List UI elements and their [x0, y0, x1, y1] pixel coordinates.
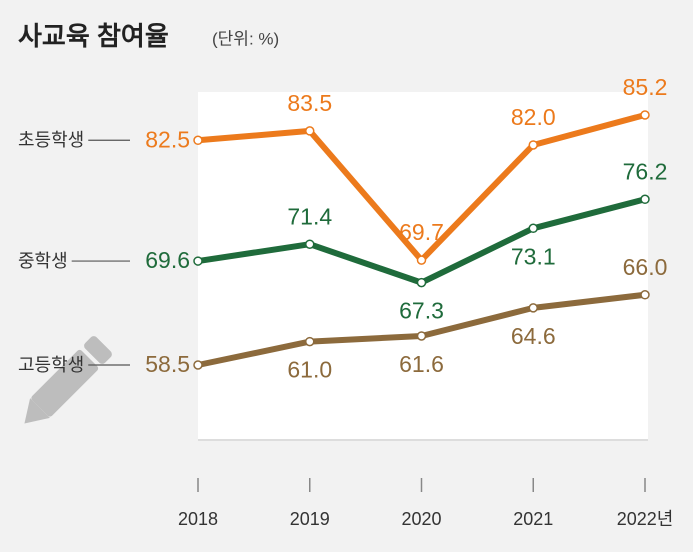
x-tick-label: 2021 — [513, 509, 553, 529]
point — [193, 135, 203, 146]
value-label: 64.6 — [511, 323, 556, 349]
point — [528, 140, 538, 150]
point — [416, 255, 427, 265]
legend-label: 중학생 — [18, 251, 68, 271]
legend-label: 초등학생 — [18, 130, 84, 150]
value-label: 61.0 — [287, 357, 332, 383]
point — [416, 277, 427, 288]
point — [528, 303, 538, 313]
value-label: 69.7 — [399, 219, 444, 245]
value-label: 66.0 — [623, 254, 668, 280]
point — [305, 126, 315, 136]
value-label: 82.5 — [145, 126, 190, 152]
value-label: 61.6 — [399, 351, 444, 377]
chart-subtitle: (단위: %) — [212, 29, 279, 48]
point — [305, 239, 315, 249]
value-label: 71.4 — [287, 203, 332, 229]
point — [193, 360, 203, 370]
x-tick-label: 2018 — [178, 509, 218, 529]
value-label: 69.6 — [145, 247, 190, 273]
value-label: 83.5 — [287, 90, 332, 116]
plot-panel — [198, 92, 648, 440]
x-tick-label: 2022년 — [617, 509, 674, 529]
point — [528, 223, 538, 234]
pencil-icon — [24, 336, 112, 424]
x-tick-label: 2020 — [401, 509, 441, 529]
value-label: 67.3 — [399, 298, 444, 324]
value-label: 76.2 — [623, 158, 668, 184]
point — [640, 290, 650, 300]
point — [640, 194, 650, 205]
chart-title: 사교육 참여율 — [18, 21, 169, 51]
value-label: 58.5 — [145, 351, 190, 377]
x-tick-label: 2019 — [290, 509, 330, 529]
value-label: 82.0 — [511, 104, 556, 130]
legend-label: 고등학생 — [18, 355, 84, 375]
point — [305, 336, 315, 347]
value-label: 73.1 — [511, 243, 556, 269]
point — [640, 110, 650, 120]
point — [193, 256, 203, 266]
value-label: 85.2 — [623, 74, 668, 100]
point — [416, 331, 427, 341]
